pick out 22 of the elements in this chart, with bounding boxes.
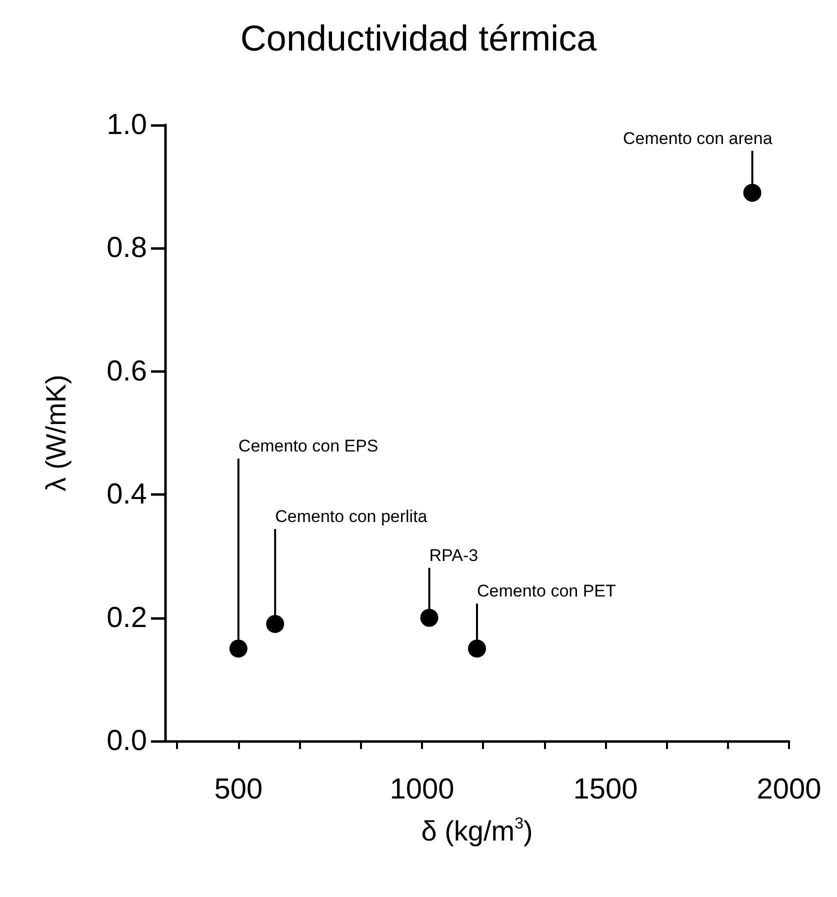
x-tick-label: 1500 [573,774,638,806]
point [420,608,438,627]
y-tick-label: 0.0 [106,725,147,757]
point [266,614,284,633]
y-tick-label: 1.0 [106,109,147,141]
point [743,184,762,202]
y-tick-label: 0.8 [106,232,147,264]
annotation: Cemento con arena [622,128,773,148]
x-tick-label: 2000 [756,774,822,806]
chart-title: Conductividad térmica [240,18,598,58]
annotation: Cemento con EPS [238,436,378,456]
annotation: Cemento con perlita [275,506,428,526]
y-tick-label: 0.4 [106,478,147,511]
y-tick-label: 0.6 [106,355,147,388]
y-axis-title: λ (W/mK) [40,374,72,492]
annotation: RPA-3 [429,546,478,565]
point [229,640,248,658]
x-tick-label: 1000 [390,774,454,806]
point [468,640,486,658]
y-tick-label: 0.2 [106,602,147,634]
x-tick-label: 500 [214,774,263,806]
annotation: Cemento con PET [477,582,616,601]
